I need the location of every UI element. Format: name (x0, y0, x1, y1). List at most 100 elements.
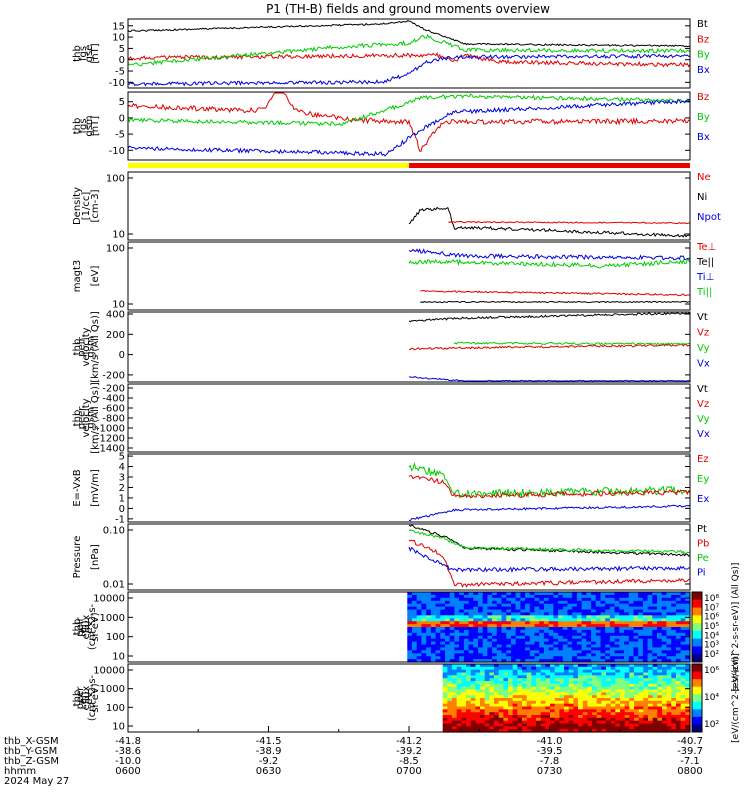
spectrogram-cell (447, 729, 453, 733)
spectrogram-cell (648, 686, 654, 691)
spectrogram-cell (587, 695, 593, 699)
spectrogram-cell (522, 698, 528, 702)
spectrogram-cell (447, 717, 453, 722)
spectrogram-cell (648, 715, 654, 719)
spectrogram-cell (517, 683, 523, 688)
spectrogram-cell (426, 638, 432, 643)
spectrogram-cell (680, 638, 686, 643)
vt-trace-p5 (408, 312, 690, 323)
spectrogram-cell (487, 624, 493, 628)
spectrogram-cell (501, 653, 507, 657)
spectrogram-cell (534, 627, 540, 631)
spectrogram-cell (520, 609, 526, 613)
legend-entry: Bt (697, 19, 708, 30)
spectrogram-cell (487, 653, 493, 657)
spectrogram-cell (430, 615, 437, 619)
spectrogram-cell (447, 703, 453, 708)
spectrogram-cell (596, 703, 602, 708)
spectrogram-cell (601, 698, 607, 702)
spectrogram-cell (661, 612, 667, 616)
spectrogram-cell (675, 632, 682, 637)
spectrogram-cell (562, 618, 569, 622)
spectrogram-cell (421, 597, 427, 602)
spectrogram-cell (512, 726, 518, 730)
spectrogram-cell (540, 726, 546, 730)
legend-entry: Pi (697, 568, 706, 579)
spectrogram-cell (539, 606, 545, 611)
spectrogram-cell (482, 609, 488, 613)
spectrogram-cell (564, 717, 570, 722)
spectrogram-cell (666, 624, 672, 628)
spectrogram-cell (531, 703, 537, 708)
spectrogram-cell (582, 689, 588, 693)
spectrogram-cell (610, 675, 616, 679)
spectrogram-cell (529, 638, 536, 643)
spectrogram-cell (489, 686, 495, 691)
y-axis-label: [mV/m] (90, 469, 101, 507)
spectrogram-cell (581, 618, 587, 622)
spectrogram-cell (536, 717, 542, 722)
y-tick-label: -600 (102, 404, 125, 415)
spectrogram-cell (525, 629, 531, 634)
spectrogram-cell (610, 695, 616, 699)
spectrogram-cell (648, 675, 654, 679)
spectrogram-cell (595, 641, 602, 646)
y-axis-label: Density (72, 187, 83, 225)
spectrogram-cell (652, 656, 658, 660)
spectrogram-cell (587, 726, 593, 730)
y-axis-label: (cm^2-s- (87, 603, 98, 650)
spectrogram-cell (430, 644, 437, 648)
spectrogram-cell (494, 715, 500, 719)
spectrogram-cell (634, 706, 640, 710)
spectrogram-cell (449, 635, 455, 640)
spectrogram-cell (452, 709, 458, 713)
spectrogram-cell (638, 720, 644, 725)
spectrogram-cell (671, 681, 677, 685)
spectrogram-cell (466, 729, 472, 733)
spectrogram-cell (515, 644, 521, 648)
spectrogram-cell (567, 615, 573, 619)
spectrogram-cell (587, 703, 593, 708)
spectrogram-cell (620, 715, 626, 719)
spectrogram-cell (629, 678, 635, 682)
spectrogram-cell (634, 709, 640, 713)
spectrogram-cell (647, 609, 653, 613)
spectrogram-cell (480, 715, 486, 719)
spectrogram-cell (536, 700, 542, 705)
spectrogram-cell (501, 656, 507, 660)
spectrogram-cell (511, 656, 517, 660)
spectrogram-cell (615, 700, 621, 705)
spectrogram-cell (600, 597, 606, 602)
spectrogram-cell (647, 606, 653, 611)
spectrogram-cell (539, 629, 545, 634)
spectrogram-cell (456, 664, 462, 668)
spectrogram-cell (416, 641, 422, 646)
legend-entry: Ti|| (696, 287, 712, 298)
spectrogram-cell (652, 720, 658, 725)
spectrogram-cell (662, 666, 668, 671)
spectrogram-cell (634, 683, 640, 688)
spectrogram-cell (628, 641, 635, 646)
spectrogram-cell (559, 709, 565, 713)
spectrogram-cell (652, 709, 658, 713)
spectrogram-cell (489, 700, 495, 705)
spectrogram-cell (614, 644, 620, 648)
spectrogram-cell (543, 635, 550, 640)
spectrogram-cell (496, 615, 503, 619)
spectrogram-cell (638, 600, 644, 605)
spectrogram-cell (470, 709, 476, 713)
spectrogram-cell (587, 664, 593, 668)
spectrogram-cell (666, 606, 672, 611)
spectrogram-cell (676, 726, 682, 730)
spectrogram-cell (671, 672, 677, 676)
spectrogram-cell (661, 624, 667, 628)
spectrogram-cell (634, 715, 640, 719)
spectrogram-cell (529, 594, 536, 599)
spectrogram-cell (657, 692, 663, 696)
spectrogram-cell (454, 644, 460, 648)
colorbar-swatch (692, 646, 702, 655)
spectrogram-cell (568, 717, 574, 722)
spectrogram-cell (576, 624, 583, 628)
spectrogram-cell (478, 597, 484, 602)
spectrogram-cell (412, 641, 418, 646)
